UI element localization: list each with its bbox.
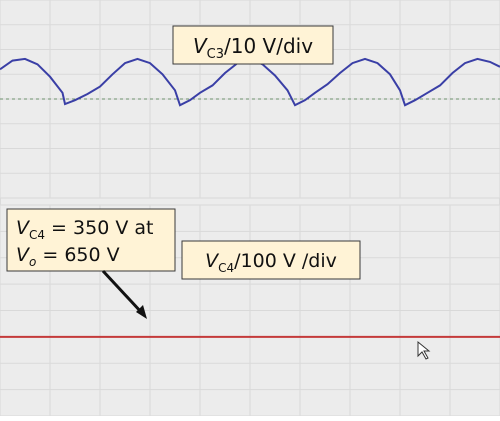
upper-scale-label-box: VC3/10 V/div [172, 25, 334, 65]
annotation-line2: Vo = 650 V [16, 244, 120, 269]
annotation-arrow [101, 269, 147, 319]
annotation-line1: VC4 = 350 V at [16, 217, 153, 242]
voltage-annotation-box: VC4 = 350 V at Vo = 650 V [6, 208, 176, 272]
cursor-icon [417, 340, 431, 360]
lower-scale-label-box: VC4/100 V /div [181, 240, 361, 280]
upper-scale-label: VC3/10 V/div [193, 34, 313, 62]
lower-scale-label: VC4/100 V /div [205, 250, 337, 275]
